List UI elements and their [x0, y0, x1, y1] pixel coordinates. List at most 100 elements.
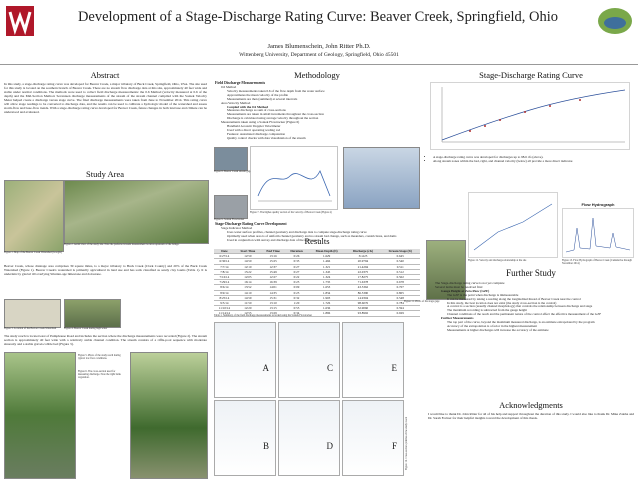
figure-panel: B	[214, 400, 276, 476]
hydrograph-chart	[562, 208, 634, 258]
aerial-image	[64, 180, 209, 244]
table-row: 11/10/14 12:20 13:15 0:55 1.636 32.9060 0.594	[214, 305, 420, 312]
velocity-chart	[250, 146, 338, 210]
caption: Figure 3. Location of the Beaver Creek W…	[4, 327, 57, 330]
velocity-discharge-chart	[468, 192, 558, 258]
table-header: Date Start Time End Time Duration Mean Depth…	[214, 249, 420, 255]
table-cell: 0:22	[285, 274, 308, 281]
table-cell: 1.466	[307, 258, 346, 265]
table-cell: 14:59	[234, 295, 261, 302]
table-cell: 1.629	[307, 253, 346, 260]
table-cell: 14:50	[234, 258, 261, 265]
caption: Figure 4. Beaver Creek during high water	[64, 327, 108, 330]
table-cell: 1.345	[307, 269, 346, 276]
logo-right	[598, 8, 632, 34]
caption: Table 1. Summary of the field discharge …	[214, 314, 312, 317]
table-row: 11/14/14 12:55 13:29 0:34 1.896 93.8992 0.929	[214, 310, 420, 317]
table-cell: 13:10	[260, 300, 286, 307]
table-row: 7/29/14 16:14 16:39 0:25 1.735 71.6378 0.678	[214, 279, 420, 286]
table-cell: 0:09	[285, 284, 308, 291]
table-cell: 1.726	[307, 300, 346, 307]
list-item: Coupled with the 0.6 Method	[227, 104, 268, 109]
list-item: The GZF is the point when discharge is i…	[447, 292, 519, 297]
table-cell: 0.540	[380, 258, 420, 265]
table-cell: 7/29/14	[214, 279, 235, 286]
photo	[64, 299, 121, 328]
section-heading: Results	[304, 236, 330, 246]
table-cell: 13:29	[260, 310, 286, 317]
table-cell: 6/30/14	[214, 258, 235, 265]
table-cell: 14:35	[260, 290, 286, 296]
list-item: Measurements taken using a Sontek Flowtr…	[221, 120, 300, 125]
photo	[130, 352, 208, 479]
table-cell: 17.8275	[345, 274, 381, 281]
table-cell: 1:20	[285, 300, 308, 307]
figure-panel: E	[342, 322, 404, 398]
list-item: Approximates the mean velocity of the pr…	[227, 92, 288, 97]
caption: Figure 9. Sontek Flowtracker	[214, 218, 245, 221]
photo	[343, 147, 420, 209]
panel-letter: E	[391, 363, 398, 373]
table-cell: 0:26	[285, 253, 308, 260]
list-item: Measurements at higher discharges will i…	[447, 327, 549, 332]
table-cell: 12:27	[260, 274, 286, 281]
table-cell: 1.321	[307, 264, 346, 270]
photo	[214, 147, 248, 171]
authors: James Blumenschein, John Ritter Ph.D.	[267, 43, 371, 50]
column-header: Date	[214, 249, 235, 255]
caption: Figure 11. Photo of the stage gage	[404, 300, 440, 303]
table-row: 7/7/14 12:10 12:37 0:27 1.321 21.4294 0.511	[214, 264, 420, 270]
section-heading: Stage-Discharge Rating Curve	[479, 70, 583, 80]
header-rule	[0, 64, 638, 65]
table-cell: 15:49	[260, 269, 286, 276]
table-cell: 13:15	[260, 305, 286, 312]
photo	[4, 352, 76, 479]
caption: Figure 12. Velocity and discharge relati…	[468, 259, 527, 262]
table-cell: 0:55	[285, 305, 308, 312]
list-item: Along stream zones within the bed, right…	[433, 159, 638, 164]
table-cell: 12:50	[234, 253, 261, 260]
table-cell: 32.9060	[345, 305, 381, 312]
list-item: Discharge is calculated using average ve…	[227, 116, 319, 121]
table-cell: 14.9304	[345, 295, 381, 302]
list-item: Quality control checks with data visuali…	[227, 135, 306, 140]
table-cell: 6/27/14	[214, 253, 235, 260]
list-item: The Stage-discharge rating curve is not …	[435, 281, 505, 285]
caption: Figure 8. Beaver Creek stream gage	[214, 170, 252, 173]
table-cell: 7/16/14	[214, 274, 235, 281]
table-cell: 8/6/14	[214, 284, 235, 291]
list-item: It can be measured by taking a reading a…	[447, 296, 581, 301]
table-row: 9/5/14 11:50 13:10 1:20 1.726 98.6076 0.784	[214, 300, 420, 307]
bullet-list: The Stage-discharge rating curve is not …	[435, 281, 638, 333]
list-item: Used in conjunction with survey and disc…	[227, 237, 320, 242]
section-heading: Study Area	[85, 169, 124, 179]
table-cell: 0.645	[380, 253, 420, 260]
panel-letter: B	[262, 441, 269, 451]
list-item: In this study, the best location does no…	[447, 300, 557, 305]
table-cell: 0.707	[380, 284, 420, 291]
watershed-map	[4, 180, 64, 252]
section-heading: Methodology	[294, 70, 340, 80]
table-cell: 86.5390	[345, 290, 381, 296]
caption: Figure 5. Photo of the study reach durin…	[78, 354, 121, 361]
caption: Figure 2. Aerial view of the study site.…	[64, 243, 180, 246]
table-cell: 1.903	[307, 295, 346, 302]
table-cell: 98.6076	[345, 300, 381, 307]
table-cell: 11/14/14	[214, 310, 235, 317]
list-item: A control is a section (usually channel …	[447, 304, 593, 309]
table-row: 8/9/14 14:10 14:35 0:25 1.834 86.5390 0.805	[214, 290, 420, 296]
table-cell: 0.594	[380, 305, 420, 312]
panel-letter: D	[326, 441, 334, 451]
list-item: Used with a direct operating wading rod	[227, 127, 281, 132]
table-cell: 21.4294	[345, 264, 381, 270]
column-header: Mean Depth (ft)	[307, 249, 346, 255]
table-cell: 0.502	[380, 274, 420, 281]
list-item: Measurements are taken in small incremen…	[227, 112, 324, 117]
abstract-text: In this study, a stage-discharge rating …	[4, 82, 207, 114]
table-cell: 20.9794	[345, 258, 381, 265]
figure-panel: C	[278, 322, 340, 398]
location-map	[4, 299, 61, 328]
table-cell: 14:01	[260, 284, 286, 291]
table-cell: 11/10/14	[214, 305, 235, 312]
list-item: Gauge Height at Zero Flow (GZF)	[441, 288, 490, 293]
